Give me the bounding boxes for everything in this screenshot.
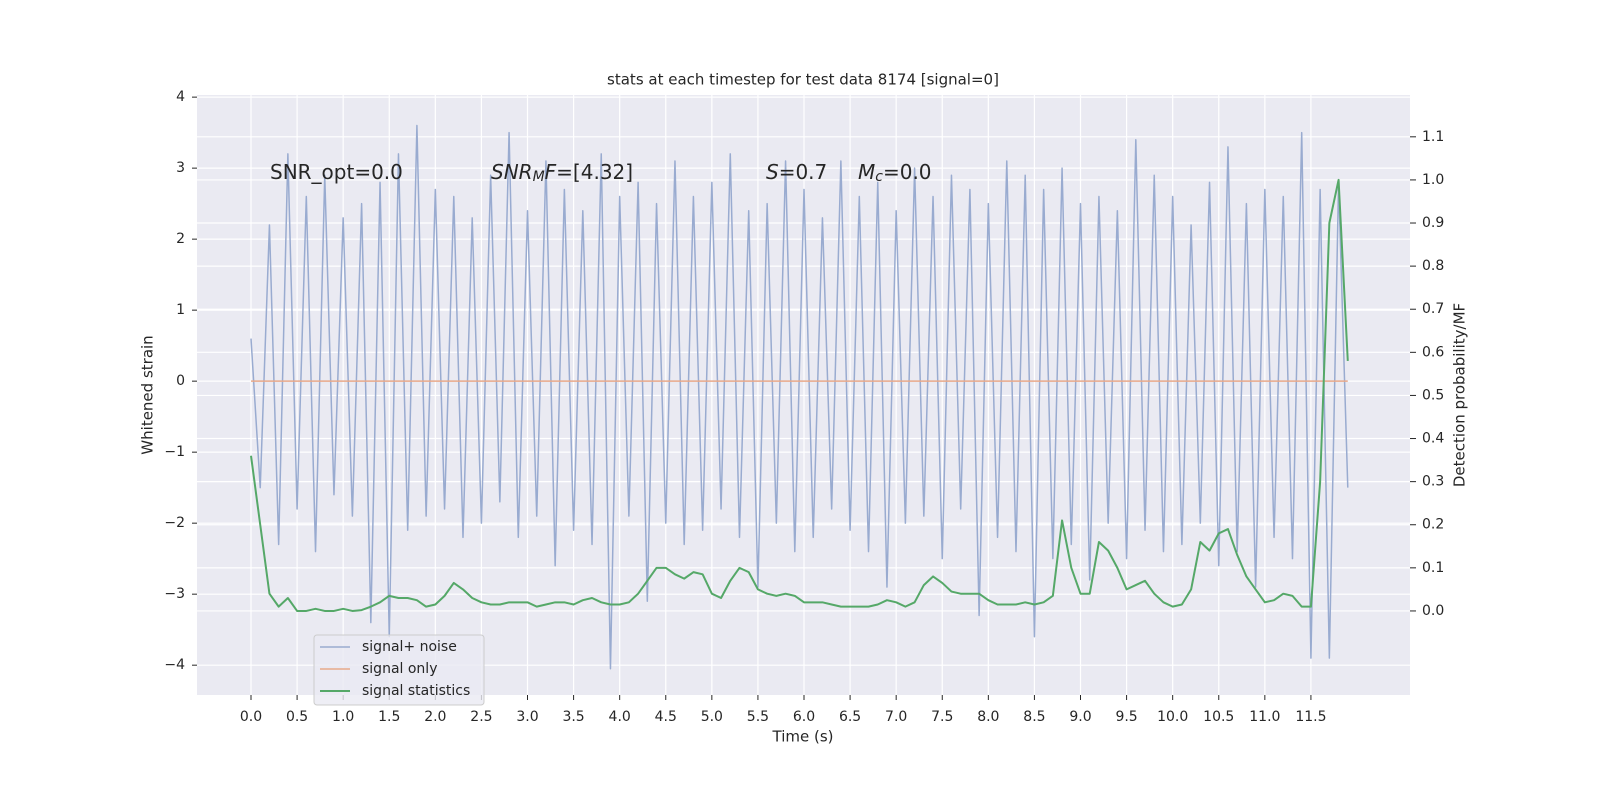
annotation-part: M [858, 160, 875, 184]
x-tick-label: 1.0 [332, 709, 354, 725]
y2-tick-label: 1.0 [1422, 172, 1444, 188]
y2-tick-label: 0.5 [1422, 387, 1444, 403]
x-tick-label: 7.0 [885, 709, 907, 725]
annotation-part: S [766, 160, 779, 184]
x-tick-label: 3.0 [516, 709, 538, 725]
legend-label: signal+ noise [362, 639, 457, 655]
x-tick-label: 5.5 [747, 709, 769, 725]
y-tick-label: 3 [176, 160, 185, 176]
x-tick-label: 8.0 [977, 709, 999, 725]
x-axis-label: Time (s) [772, 728, 834, 746]
y-tick-label: 1 [176, 302, 185, 318]
y-tick-label: 2 [176, 231, 185, 247]
y-axis-label: Whitened strain [139, 335, 157, 454]
x-tick-label: 11.5 [1295, 709, 1326, 725]
x-tick-label: 0.0 [240, 709, 262, 725]
x-tick-label: 7.5 [931, 709, 953, 725]
annotation: S=0.7 [766, 160, 827, 184]
y2-tick-label: 0.2 [1422, 517, 1444, 533]
legend-label: signal statistics [362, 683, 470, 699]
x-tick-label: 9.0 [1069, 709, 1091, 725]
x-tick-label: 11.0 [1249, 709, 1280, 725]
series-line [250, 124, 1349, 670]
annotation: Mc=0.0 [858, 160, 932, 186]
y2-tick-label: 0.1 [1422, 560, 1444, 576]
y2-tick-label: 0.7 [1422, 301, 1444, 317]
x-tick-label: 3.5 [562, 709, 584, 725]
y2-tick-label: 0.9 [1422, 215, 1444, 231]
y-tick-label: −4 [164, 657, 185, 673]
annotation-part: c [875, 169, 883, 185]
x-tick-label: 2.0 [424, 709, 446, 725]
y2-tick-label: 0.6 [1422, 344, 1444, 360]
x-tick-label: 2.5 [470, 709, 492, 725]
y-tick-label: −3 [164, 586, 185, 602]
y2-axis-label: Detection probability/MF [1451, 303, 1469, 487]
annotation-part: F [545, 160, 557, 184]
annotation: SNRMF=[4.32] [491, 160, 633, 186]
y2-tick-label: 0.0 [1422, 603, 1444, 619]
y2-tick-label: 1.1 [1422, 129, 1444, 145]
y-tick-label: −2 [164, 515, 185, 531]
annotation-part: SNR_opt=0.0 [270, 160, 403, 184]
x-tick-label: 9.5 [1115, 709, 1137, 725]
annotation-part: SNR [491, 160, 533, 184]
x-tick-label: 10.5 [1203, 709, 1234, 725]
legend-box [313, 634, 485, 706]
y-tick-label: 4 [176, 89, 185, 105]
x-tick-label: 6.0 [793, 709, 815, 725]
x-tick-label: 5.0 [701, 709, 723, 725]
x-tick-label: 8.5 [1023, 709, 1045, 725]
y-tick-label: −1 [164, 444, 185, 460]
annotation-part: =0.7 [779, 160, 828, 184]
y-tick-label: 0 [176, 373, 185, 389]
annotation-part: =0.0 [883, 160, 932, 184]
legend-label: signal only [362, 661, 437, 677]
x-tick-label: 0.5 [286, 709, 308, 725]
x-tick-label: 1.5 [378, 709, 400, 725]
x-tick-label: 10.0 [1157, 709, 1188, 725]
annotation-part: =[4.32] [556, 160, 633, 184]
x-tick-label: 6.5 [839, 709, 861, 725]
y2-tick-label: 0.3 [1422, 474, 1444, 490]
chart-title: stats at each timestep for test data 817… [607, 71, 999, 89]
y2-tick-label: 0.8 [1422, 258, 1444, 274]
x-tick-label: 4.0 [609, 709, 631, 725]
annotation: SNR_opt=0.0 [270, 160, 403, 184]
x-tick-label: 4.5 [655, 709, 677, 725]
y2-tick-label: 0.4 [1422, 431, 1444, 447]
annotation-part: M [533, 169, 545, 185]
series-line [250, 178, 1349, 612]
